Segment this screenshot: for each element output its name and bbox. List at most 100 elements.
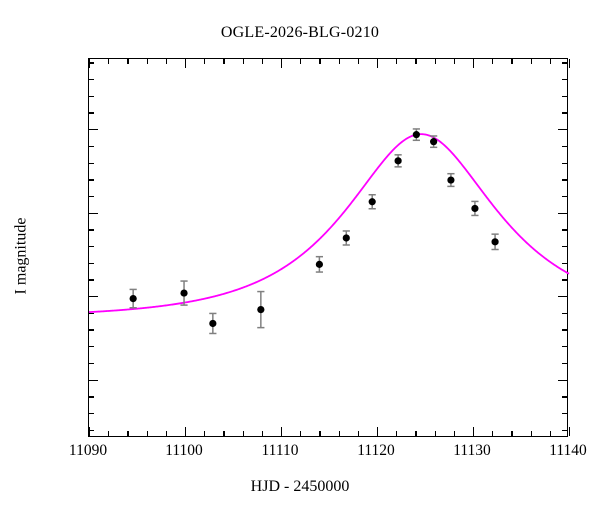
axis-tick bbox=[319, 431, 321, 436]
axis-tick bbox=[281, 59, 283, 68]
axis-tick bbox=[453, 59, 456, 64]
axis-tick bbox=[89, 195, 94, 198]
axis-tick bbox=[89, 429, 94, 431]
axis-tick bbox=[127, 431, 129, 436]
axis-tick bbox=[223, 431, 225, 436]
data-point bbox=[368, 198, 376, 206]
data-point bbox=[491, 238, 499, 246]
axis-tick bbox=[89, 95, 94, 98]
axis-tick bbox=[511, 431, 513, 436]
plot-area bbox=[88, 128, 570, 335]
axis-tick bbox=[562, 162, 567, 164]
axis-tick bbox=[89, 129, 98, 131]
axis-tick bbox=[569, 59, 571, 68]
axis-tick bbox=[261, 431, 264, 436]
axis-tick bbox=[89, 379, 98, 381]
axis-tick bbox=[165, 59, 168, 64]
data-point bbox=[430, 138, 438, 146]
axis-tick bbox=[127, 59, 129, 64]
axis-tick bbox=[242, 59, 244, 64]
x-tick-label: 11100 bbox=[165, 442, 203, 459]
axis-tick bbox=[338, 431, 340, 436]
axis-tick bbox=[549, 431, 552, 436]
data-point bbox=[257, 306, 265, 314]
axis-tick bbox=[242, 431, 244, 436]
axis-tick bbox=[434, 431, 436, 436]
axis-tick bbox=[204, 59, 206, 64]
data-point bbox=[394, 157, 402, 165]
axis-tick bbox=[396, 431, 398, 436]
axis-tick bbox=[562, 145, 567, 148]
axis-tick bbox=[558, 129, 567, 131]
axis-tick bbox=[562, 329, 567, 331]
axis-tick bbox=[415, 431, 417, 436]
axis-tick bbox=[562, 346, 567, 348]
axis-tick bbox=[204, 431, 206, 436]
plot-frame bbox=[88, 58, 571, 437]
model-curve bbox=[88, 133, 570, 314]
data-point bbox=[180, 289, 188, 297]
axis-tick bbox=[319, 59, 321, 64]
axis-tick bbox=[300, 431, 302, 436]
axis-tick bbox=[530, 59, 532, 64]
axis-tick bbox=[530, 431, 532, 436]
axis-tick bbox=[165, 431, 168, 436]
axis-tick bbox=[185, 59, 187, 68]
axis-tick bbox=[89, 179, 94, 181]
data-point bbox=[412, 131, 420, 139]
axis-tick bbox=[562, 179, 567, 181]
axis-tick bbox=[562, 262, 567, 264]
error-bars bbox=[129, 128, 499, 335]
axis-tick bbox=[89, 346, 94, 348]
axis-tick bbox=[562, 429, 567, 431]
axis-tick bbox=[377, 59, 379, 68]
axis-tick bbox=[569, 427, 571, 436]
axis-tick bbox=[89, 145, 94, 148]
x-tick-label: 11130 bbox=[453, 442, 491, 459]
axis-tick bbox=[562, 312, 567, 315]
axis-tick bbox=[473, 59, 475, 68]
axis-tick bbox=[415, 59, 417, 64]
axis-tick bbox=[562, 396, 567, 398]
axis-tick bbox=[300, 59, 302, 64]
data-point bbox=[129, 294, 137, 303]
axis-tick bbox=[89, 412, 94, 415]
axis-tick bbox=[185, 427, 187, 436]
axis-tick bbox=[89, 162, 94, 164]
axis-tick bbox=[281, 427, 283, 436]
axis-tick bbox=[89, 79, 94, 81]
axis-tick bbox=[562, 95, 567, 98]
data-point bbox=[342, 234, 350, 242]
axis-tick bbox=[89, 362, 94, 365]
axis-tick bbox=[89, 62, 94, 64]
axis-tick bbox=[338, 59, 340, 64]
x-tick-label: 11090 bbox=[68, 442, 108, 459]
axis-tick bbox=[146, 431, 148, 436]
axis-tick bbox=[89, 279, 94, 281]
axis-tick bbox=[108, 59, 110, 64]
axis-tick bbox=[89, 329, 94, 331]
axis-tick bbox=[511, 59, 513, 64]
axis-tick bbox=[562, 79, 567, 81]
x-tick-label: 11140 bbox=[549, 442, 587, 459]
axis-tick bbox=[357, 59, 360, 64]
axis-tick bbox=[89, 396, 94, 398]
axis-tick bbox=[89, 229, 94, 231]
axis-tick bbox=[357, 431, 360, 436]
axis-tick bbox=[562, 279, 567, 281]
x-tick-label: 11120 bbox=[357, 442, 395, 459]
axis-tick bbox=[562, 112, 567, 114]
axis-tick bbox=[223, 59, 225, 64]
data-point bbox=[315, 260, 323, 268]
model-curve-path bbox=[88, 133, 570, 314]
axis-tick bbox=[89, 296, 98, 298]
axis-tick bbox=[89, 427, 91, 436]
x-axis-title: HJD - 2450000 bbox=[250, 478, 350, 495]
data-point bbox=[471, 204, 479, 213]
axis-tick bbox=[562, 229, 567, 231]
axis-tick bbox=[558, 296, 567, 298]
data-point bbox=[209, 319, 217, 328]
data-point bbox=[447, 176, 455, 184]
